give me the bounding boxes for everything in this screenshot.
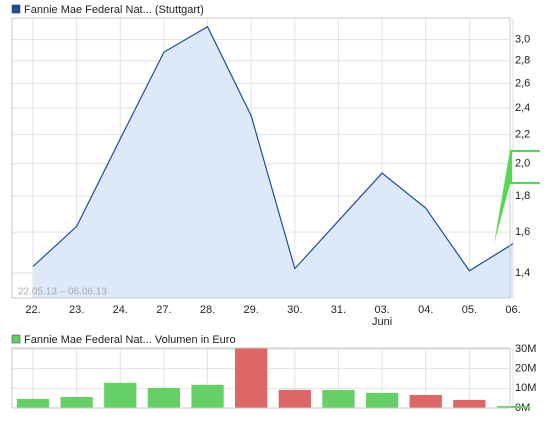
area <box>33 26 513 299</box>
y-tick-label: 20M <box>515 363 536 375</box>
x-tick-label: 29. <box>244 304 259 316</box>
x-tick-label: 06. <box>505 304 520 316</box>
legend-label: Fannie Mae Federal Nat... (Stuttgart) <box>24 4 204 16</box>
x-tick-label: 30. <box>287 304 302 316</box>
x-tick-label: 24. <box>113 304 128 316</box>
bar <box>191 384 224 408</box>
x-tick-label: 31. <box>331 304 346 316</box>
bar <box>147 387 181 408</box>
line <box>32 25 514 272</box>
x-tick-label: 23. <box>69 304 84 316</box>
bar <box>365 392 399 408</box>
legend-swatch <box>11 334 21 344</box>
plot-frame <box>11 347 511 409</box>
y-tick-label: 2,6 <box>515 77 530 89</box>
y-tick-label: 1,4 <box>515 267 530 279</box>
legend-swatch <box>11 4 21 14</box>
bar <box>453 399 486 408</box>
y-tick-label: 1,8 <box>515 190 530 202</box>
y-tick-label: 2,8 <box>515 55 530 67</box>
x-tick-label: 28. <box>200 304 215 316</box>
x-tick-label: 04. <box>418 304 433 316</box>
y-tick-label: 30M <box>515 343 536 355</box>
x-tick-label: 05. <box>462 304 477 316</box>
price-flag <box>494 150 540 244</box>
y-tick-label: 1,6 <box>515 226 530 238</box>
x-sublabel: Juni <box>372 316 392 328</box>
y-tick-label: 3,0 <box>515 34 530 46</box>
bar <box>60 396 93 408</box>
bar <box>16 398 50 408</box>
x-tick-label: 22. <box>25 304 40 316</box>
y-tick-label: 2,4 <box>515 102 530 114</box>
bar <box>409 395 442 408</box>
y-tick-label: 2,2 <box>515 129 530 141</box>
annotation: 22.05.13 – 06.06.13 <box>18 287 107 298</box>
legend-label: Fannie Mae Federal Nat... Volumen in Eur… <box>24 334 236 346</box>
bar <box>322 389 355 408</box>
x-tick-label: 27. <box>156 304 171 316</box>
y-tick-label: 10M <box>515 382 536 394</box>
y-tick-label: 2,0 <box>515 158 530 170</box>
bar <box>104 382 137 408</box>
x-tick-label: 03. <box>374 304 389 316</box>
bar <box>235 348 268 408</box>
bar <box>278 389 311 408</box>
bar <box>496 406 530 408</box>
